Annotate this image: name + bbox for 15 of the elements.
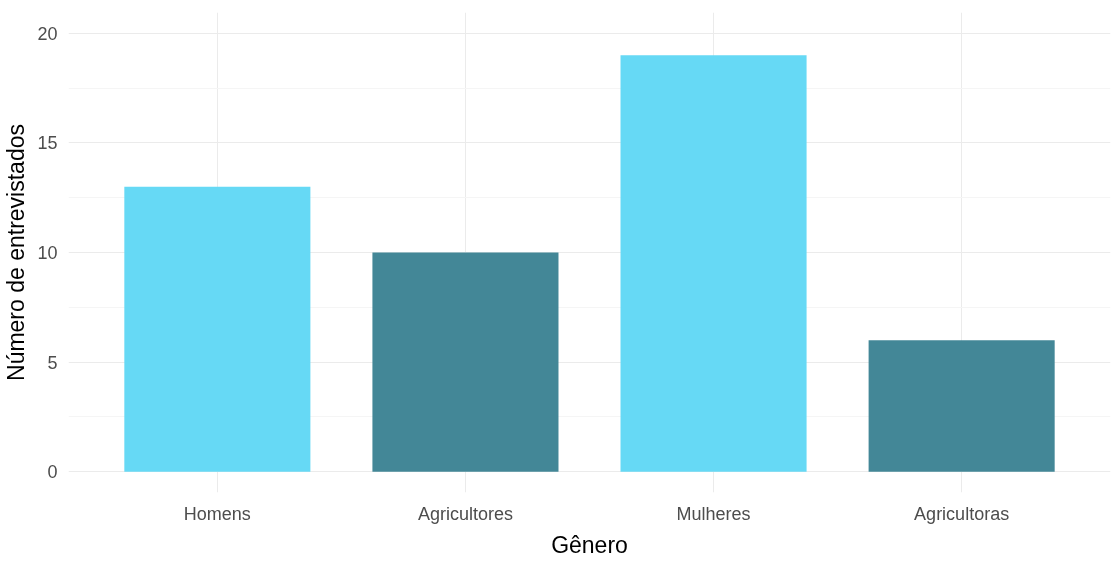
y-tick-label: 0: [47, 462, 58, 483]
bar: [124, 186, 311, 472]
x-axis-title: Gênero: [551, 531, 628, 558]
y-tick-label: 10: [37, 243, 58, 263]
x-tick-label: Agricultoras: [914, 503, 1010, 524]
bar: [620, 55, 807, 472]
y-tick-label: 5: [47, 352, 58, 373]
y-tick-label: 20: [37, 23, 58, 44]
x-tick-label: Agricultores: [417, 503, 513, 524]
y-axis-title: Número de entrevistados: [3, 124, 30, 381]
bar: [372, 252, 559, 472]
x-tick-label: Homens: [183, 503, 251, 524]
y-tick-label: 15: [37, 133, 58, 154]
x-tick-label: Mulheres: [676, 503, 751, 524]
bar: [868, 340, 1055, 472]
